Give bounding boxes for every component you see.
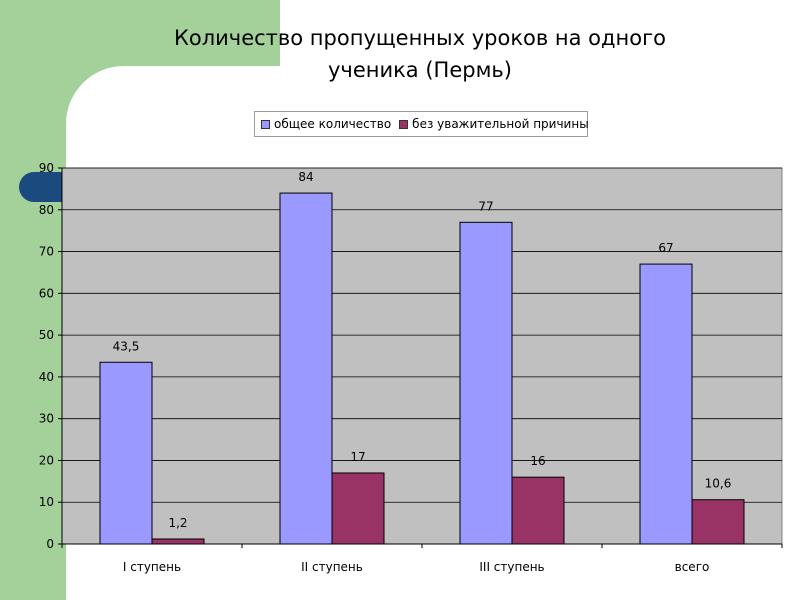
- x-category-label: всего: [675, 560, 710, 574]
- bar-series-1: [99, 361, 153, 545]
- x-category-label: I ступень: [123, 560, 181, 574]
- legend-swatch-series-1: [261, 119, 270, 129]
- y-tick-label: 60: [39, 286, 54, 300]
- data-label-series-2: 17: [350, 450, 365, 464]
- chart-title: Количество пропущенных уроков на одного …: [130, 22, 710, 86]
- legend-label-series-2: без уважительной причины: [412, 117, 589, 131]
- y-tick-label: 20: [39, 453, 54, 467]
- legend-label-series-1: общее количество: [274, 117, 392, 131]
- bar-series-1: [639, 263, 693, 545]
- bar-series-2: [151, 538, 205, 545]
- x-category-label: II ступень: [301, 560, 363, 574]
- data-label-series-2: 16: [530, 454, 545, 468]
- data-label-series-2: 10,6: [705, 477, 732, 491]
- y-tick-label: 30: [39, 412, 54, 426]
- data-label-series-2: 1,2: [168, 516, 187, 530]
- chart-legend: общее количество без уважительной причин…: [254, 111, 589, 137]
- chart-title-line-1: Количество пропущенных уроков на одного: [173, 26, 667, 50]
- y-tick-label: 50: [39, 328, 54, 342]
- data-label-series-1: 77: [478, 199, 493, 213]
- data-label-series-1: 43,5: [113, 339, 140, 353]
- x-category-label: III ступень: [479, 560, 544, 574]
- bar-series-2: [511, 476, 565, 545]
- bar-series-1: [279, 192, 333, 545]
- legend-swatch-series-2: [399, 119, 409, 129]
- y-tick-label: 70: [39, 245, 54, 259]
- y-tick-label: 40: [39, 370, 54, 384]
- y-tick-label: 0: [46, 537, 54, 551]
- legend-item-series-2: без уважительной причины: [399, 117, 589, 131]
- bar-series-2: [691, 499, 745, 545]
- bar-series-2: [331, 472, 385, 545]
- y-tick-label: 90: [39, 161, 54, 175]
- y-tick-label: 80: [39, 203, 54, 217]
- chart-title-line-2: ученика (Пермь): [327, 58, 512, 82]
- data-label-series-1: 67: [658, 241, 673, 255]
- bar-series-1: [459, 221, 513, 545]
- y-tick-label: 10: [39, 495, 54, 509]
- legend-item-series-1: общее количество: [261, 117, 391, 131]
- data-label-series-1: 84: [298, 170, 313, 184]
